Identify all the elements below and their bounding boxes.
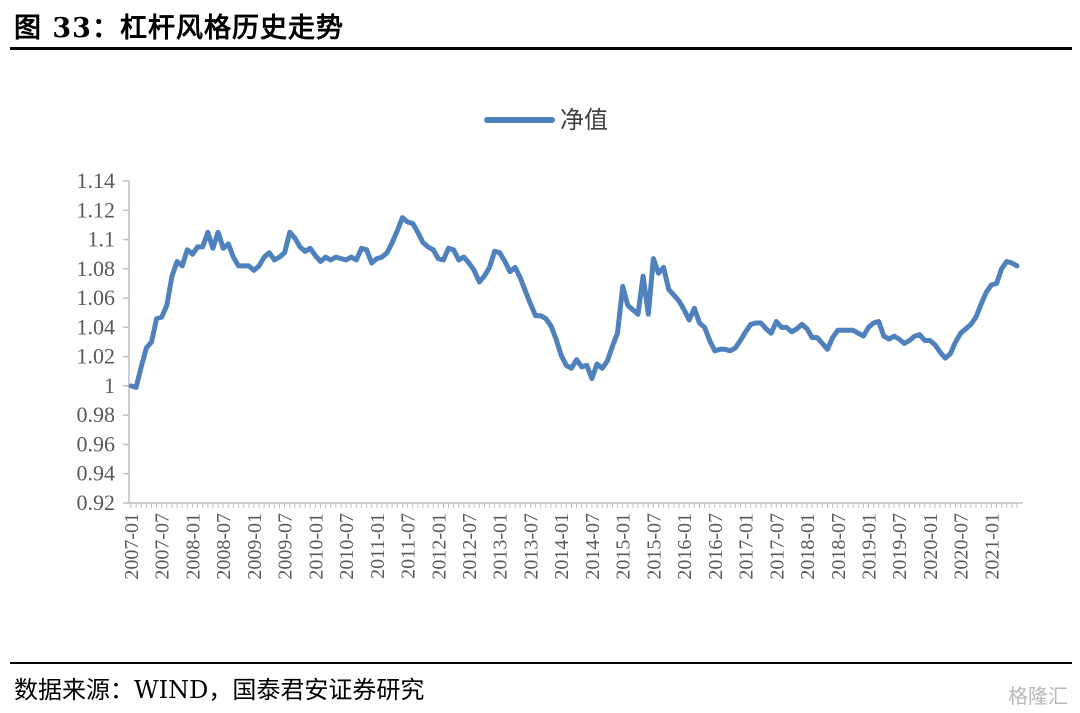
x-tick-label: 2015-01 <box>613 513 635 580</box>
x-tick-label: 2008-07 <box>213 513 235 580</box>
x-tick-label: 2011-01 <box>367 513 389 579</box>
x-tick-label: 2020-07 <box>951 513 973 580</box>
x-tick-label: 2010-07 <box>336 513 358 580</box>
x-tick-label: 2016-07 <box>705 513 727 580</box>
x-tick-label: 2012-07 <box>459 513 481 580</box>
title-rule <box>10 47 1072 50</box>
x-tick-label: 2008-01 <box>182 513 204 580</box>
y-tick-label: 0.96 <box>77 431 116 456</box>
x-tick-label: 2016-01 <box>674 513 696 580</box>
legend: 净值 <box>484 106 608 134</box>
source-note: 数据来源：WIND，国泰君安证券研究 <box>14 676 425 704</box>
x-tick-label: 2007-01 <box>121 513 143 580</box>
x-tick-label: 2011-07 <box>398 513 420 579</box>
y-tick-label: 0.92 <box>77 490 116 515</box>
y-tick-label: 0.98 <box>77 402 116 427</box>
y-tick-label: 1.04 <box>77 314 116 339</box>
x-tick-label: 2013-01 <box>490 513 512 580</box>
x-tick-label: 2014-07 <box>582 513 604 580</box>
x-tick-label: 2014-01 <box>551 513 573 580</box>
x-tick-label: 2017-07 <box>766 513 788 580</box>
figure-title: 图 33：杠杆风格历史走势 <box>14 13 344 44</box>
y-axis: 1.14 1.12 1.1 1.08 1.06 1.04 1.02 1 0.98 0.96 0.94… <box>77 168 130 515</box>
x-tick-label: 2017-01 <box>736 513 758 580</box>
source-rule <box>10 662 1072 664</box>
series-line-net-value <box>128 215 1020 390</box>
x-tick-label: 2007-07 <box>152 513 174 580</box>
y-tick-label: 1.06 <box>77 285 116 310</box>
y-tick-label: 0.94 <box>77 461 116 486</box>
y-tick-label: 1.12 <box>77 197 116 222</box>
x-axis: 2007-01 2007-07 2008-01 2008-07 2009-01 2009-… <box>121 502 1023 580</box>
series-layer <box>128 215 1020 390</box>
y-tick-label: 1.14 <box>77 168 116 193</box>
x-tick-label: 2019-07 <box>889 513 911 580</box>
x-tick-label: 2015-07 <box>643 513 665 580</box>
x-tick-label: 2020-01 <box>920 513 942 580</box>
x-tick-label: 2021-01 <box>981 513 1003 580</box>
watermark: 格隆汇 <box>1008 684 1068 708</box>
x-tick-label: 2018-07 <box>828 513 850 580</box>
legend-label: 净值 <box>560 106 608 134</box>
x-tick-label: 2012-01 <box>428 513 450 580</box>
x-tick-label: 2013-07 <box>520 513 542 580</box>
y-tick-label: 1.08 <box>77 256 116 281</box>
x-tick-label: 2018-01 <box>797 513 819 580</box>
y-tick-label: 1.02 <box>77 344 116 369</box>
line-chart: 净值 1.14 1.12 1.1 1.08 1.06 1.04 1.02 1 0.98 0.96 0… <box>77 106 1023 580</box>
x-tick-label: 2010-01 <box>305 513 327 580</box>
x-tick-label: 2019-01 <box>858 513 880 580</box>
y-tick-label: 1 <box>104 373 115 398</box>
x-tick-label: 2009-01 <box>244 513 266 580</box>
x-tick-label: 2009-07 <box>275 513 297 580</box>
y-tick-label: 1.1 <box>88 227 116 252</box>
